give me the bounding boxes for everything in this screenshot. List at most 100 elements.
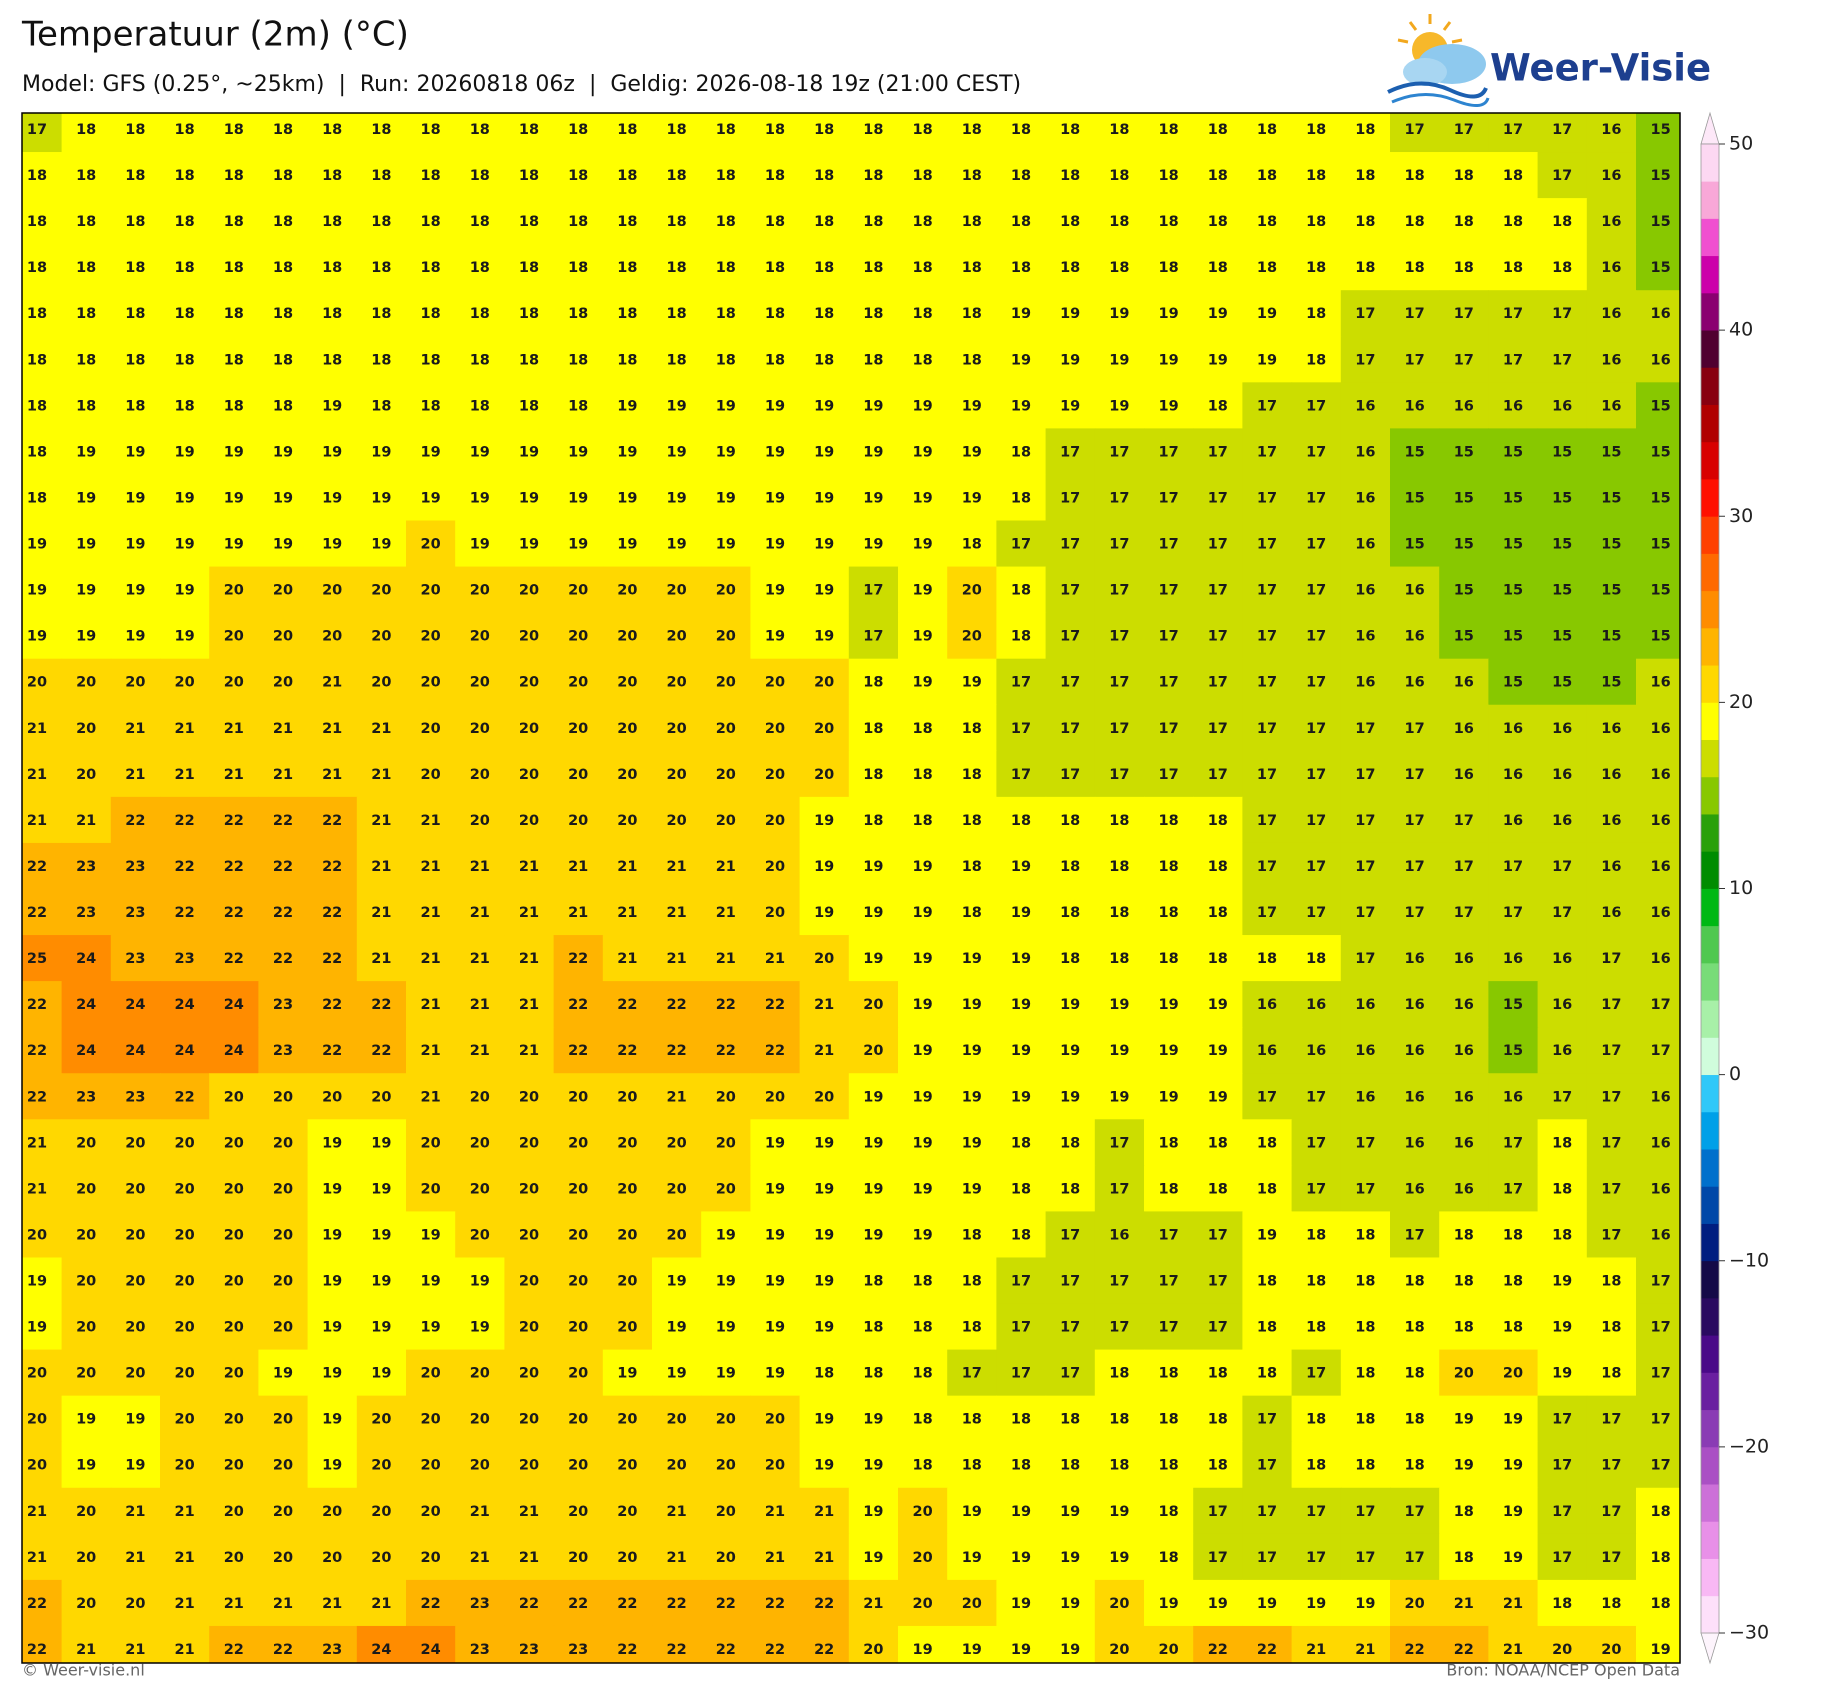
temp-cell (110, 888, 161, 936)
temp-cell (1144, 658, 1194, 706)
temp-label: 19 (1503, 1458, 1523, 1474)
temp-label: 19 (175, 444, 195, 460)
temp-cell (1537, 244, 1588, 291)
temp-label: 18 (27, 398, 47, 414)
temp-label: 19 (765, 398, 785, 414)
temp-label: 20 (224, 1412, 244, 1428)
temp-cell (1291, 796, 1342, 844)
temp-label: 16 (1552, 951, 1572, 967)
temp-cell (1636, 198, 1680, 245)
temp-label: 18 (27, 444, 47, 460)
temp-cell (455, 1027, 505, 1074)
temp-cell (947, 658, 997, 706)
temp-cell (1340, 520, 1391, 568)
temp-cell (898, 244, 948, 291)
temp-label: 17 (1306, 629, 1326, 645)
temp-label: 16 (1405, 1043, 1425, 1059)
temp-label: 17 (1109, 767, 1129, 783)
temp-label: 21 (667, 951, 687, 967)
temp-cell (455, 566, 505, 614)
temp-label: 17 (1454, 306, 1474, 322)
temp-label: 21 (716, 859, 736, 875)
temp-label: 20 (224, 1274, 244, 1290)
temp-label: 20 (371, 675, 391, 691)
temp-label: 17 (1355, 352, 1375, 368)
temp-label: 16 (1601, 260, 1621, 276)
temp-cell (898, 566, 948, 614)
temp-label: 17 (1503, 859, 1523, 875)
temp-label: 18 (1011, 444, 1031, 460)
temp-cell (1144, 198, 1194, 245)
temp-label: 18 (1109, 214, 1129, 230)
temp-label: 20 (224, 675, 244, 691)
temp-label: 15 (1552, 537, 1572, 553)
temp-label: 21 (716, 951, 736, 967)
temp-label: 18 (371, 214, 391, 230)
temp-cell (1636, 842, 1680, 890)
temp-label: 19 (913, 1181, 933, 1197)
temp-label: 18 (224, 214, 244, 230)
temp-cell (602, 566, 653, 614)
temp-cell (701, 981, 751, 1028)
temp-label: 17 (1405, 905, 1425, 921)
temp-cell (307, 244, 358, 291)
temp-label: 18 (1208, 214, 1228, 230)
temp-label: 16 (1355, 1043, 1375, 1059)
colorbar-bin (1701, 1149, 1719, 1187)
temp-cell (750, 336, 801, 383)
temp-cell (1242, 336, 1293, 383)
temp-label: 15 (1503, 629, 1523, 645)
temp-cell (455, 796, 505, 844)
temp-label: 18 (1552, 1227, 1572, 1243)
temp-label: 21 (322, 767, 342, 783)
temp-cell (1242, 520, 1293, 568)
temp-cell (898, 474, 948, 522)
temp-label: 17 (1306, 583, 1326, 599)
temp-label: 17 (1306, 398, 1326, 414)
temp-label: 15 (1454, 583, 1474, 599)
temp-label: 18 (322, 168, 342, 184)
temp-cell (258, 888, 309, 936)
temp-label: 18 (1109, 1458, 1129, 1474)
temp-label: 19 (617, 490, 637, 506)
temp-cell (1193, 198, 1243, 245)
temp-label: 18 (667, 260, 687, 276)
temp-label: 22 (1405, 1642, 1425, 1658)
temp-label: 18 (1454, 1227, 1474, 1243)
temp-label: 15 (1651, 583, 1671, 599)
temp-label: 19 (371, 537, 391, 553)
temp-cell (799, 981, 850, 1028)
temp-label: 22 (27, 1043, 47, 1059)
temp-label: 19 (421, 1320, 441, 1336)
temp-cell (799, 658, 850, 706)
temp-cell (110, 474, 161, 522)
temp-cell (1291, 704, 1342, 752)
temp-cell (701, 888, 751, 936)
temp-label: 21 (814, 997, 834, 1013)
temp-label: 18 (863, 721, 883, 737)
temp-label: 18 (1355, 260, 1375, 276)
temp-label: 18 (568, 260, 588, 276)
temp-label: 18 (962, 1458, 982, 1474)
temp-cell (1488, 750, 1539, 798)
temp-label: 16 (1601, 352, 1621, 368)
temp-label: 18 (667, 214, 687, 230)
temp-label: 20 (1601, 1642, 1621, 1658)
temp-cell (1488, 566, 1539, 614)
temp-label: 17 (1306, 1135, 1326, 1151)
temp-label: 18 (470, 352, 490, 368)
temp-label: 18 (1601, 1366, 1621, 1382)
temp-label: 20 (568, 1458, 588, 1474)
temp-label: 20 (519, 1274, 539, 1290)
temp-label: 20 (519, 1227, 539, 1243)
temp-label: 21 (667, 1550, 687, 1566)
temp-cell (996, 1027, 1047, 1074)
temp-label: 17 (1208, 629, 1228, 645)
temp-label: 17 (1503, 122, 1523, 138)
temp-cell (209, 474, 259, 522)
temp-cell (1045, 198, 1096, 245)
colorbar-bin (1701, 1521, 1719, 1559)
temp-cell (1390, 842, 1440, 890)
temp-cell (1390, 750, 1440, 798)
temp-cell (258, 1027, 309, 1074)
